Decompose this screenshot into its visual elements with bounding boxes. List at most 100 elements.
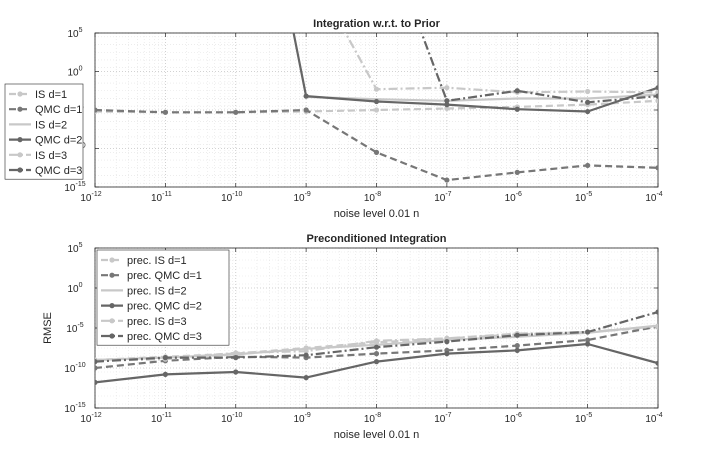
data-point <box>655 93 658 99</box>
series-line <box>420 33 658 104</box>
data-point <box>373 98 380 105</box>
legend-item: IS d=3 <box>9 150 67 162</box>
legend-marker <box>109 257 115 263</box>
data-point <box>373 107 380 113</box>
legend-item: IS d=1 <box>9 89 67 101</box>
data-point <box>95 359 98 365</box>
data-point <box>585 337 591 343</box>
series-qmc-d-2 <box>292 33 658 115</box>
data-point <box>444 105 450 112</box>
chart-title: Preconditioned Integration <box>307 233 447 245</box>
data-point <box>373 344 380 350</box>
data-point <box>303 107 309 113</box>
data-point <box>444 102 450 108</box>
series-line <box>306 93 658 102</box>
legend-label: QMC d=1 <box>35 104 82 116</box>
series-prec-qmc-d-3 <box>95 309 658 365</box>
series-is-d-2 <box>306 93 658 102</box>
legend-item: prec. IS d=1 <box>101 255 187 267</box>
data-point <box>95 365 98 371</box>
data-point <box>514 332 520 338</box>
data-point <box>655 89 658 95</box>
data-point <box>585 341 591 347</box>
series-line <box>344 33 658 94</box>
legend-item: IS d=2 <box>9 119 67 131</box>
legend-item: prec. QMC d=1 <box>101 270 202 282</box>
data-point <box>514 106 520 112</box>
legend-label: prec. QMC d=3 <box>127 331 202 343</box>
legend-label: QMC d=3 <box>35 165 82 177</box>
legend-label: prec. IS d=3 <box>127 316 187 328</box>
data-point <box>303 375 309 381</box>
data-point <box>655 85 658 91</box>
data-point <box>514 88 520 94</box>
data-point <box>95 107 98 113</box>
legend: IS d=1 QMC d=1 IS d=2 QMC d=2 IS d=3 QMC d=3 <box>4 83 84 180</box>
legend-label: IS d=2 <box>35 119 67 131</box>
chart-title: Integration w.r.t. to Prior <box>313 18 440 30</box>
plot-area <box>95 33 658 183</box>
legend-item: prec. IS d=2 <box>101 285 187 297</box>
series-prec-qmc-d-2 <box>95 341 658 385</box>
legend-label: IS d=1 <box>35 89 67 101</box>
data-point <box>585 99 591 105</box>
data-point <box>655 323 658 329</box>
legend-marker <box>109 272 115 278</box>
data-point <box>162 355 168 361</box>
data-point <box>585 329 591 335</box>
data-point <box>373 338 380 344</box>
legend-item: prec. QMC d=3 <box>101 331 202 343</box>
data-point <box>444 339 450 345</box>
series-line <box>95 325 658 370</box>
legend-marker <box>109 318 115 324</box>
data-point <box>233 350 239 356</box>
data-point <box>373 359 380 365</box>
legend-label: IS d=3 <box>35 150 67 162</box>
legend-item: QMC d=2 <box>9 135 82 147</box>
data-point <box>373 149 380 155</box>
legend-marker <box>109 333 115 339</box>
data-point <box>233 369 239 375</box>
legend-marker <box>17 91 23 97</box>
data-point <box>514 343 520 349</box>
plot-area <box>95 309 658 385</box>
legend-marker <box>17 106 23 112</box>
data-point <box>585 162 591 169</box>
bottom-chart-panel: 10-12 10-11 10-10 10-9 10-8 10-7 10-6 10-5 10-41… <box>42 233 663 441</box>
y-axis-label: RMSE <box>42 312 54 344</box>
data-point <box>514 347 520 353</box>
data-point <box>444 351 450 357</box>
data-point <box>95 379 98 385</box>
series-line <box>95 310 658 363</box>
legend-label: prec. QMC d=2 <box>127 301 202 313</box>
data-point <box>444 85 450 91</box>
legend-box <box>4 83 84 180</box>
legend-item: prec. QMC d=2 <box>101 301 202 313</box>
legend-marker <box>109 303 115 309</box>
legend-label: prec. IS d=2 <box>127 285 187 297</box>
data-point <box>585 108 591 115</box>
data-point <box>233 355 239 361</box>
legend-marker <box>17 167 23 173</box>
legend-box <box>96 249 230 346</box>
data-point <box>162 371 168 377</box>
data-point <box>303 352 309 358</box>
top-chart-panel: 10-12 10-11 10-10 10-9 10-8 10-7 10-6 10-5 10-41… <box>4 18 663 220</box>
data-point <box>655 309 658 315</box>
data-point <box>655 98 658 104</box>
legend-marker <box>17 152 23 158</box>
data-point <box>162 109 168 115</box>
legend-item: prec. IS d=3 <box>101 316 187 328</box>
legend: prec. IS d=1 prec. QMC d=1 prec. IS d=2 pre… <box>96 249 230 346</box>
legend-marker <box>17 137 23 143</box>
series-qmc-d-3 <box>420 33 658 105</box>
data-point <box>585 88 591 95</box>
data-point <box>444 177 450 183</box>
data-point <box>444 98 450 104</box>
data-point <box>514 169 520 175</box>
data-point <box>655 360 658 366</box>
x-axis-label: noise level 0.01 n <box>334 429 420 441</box>
grid <box>94 32 659 188</box>
legend-label: prec. IS d=1 <box>127 255 187 267</box>
